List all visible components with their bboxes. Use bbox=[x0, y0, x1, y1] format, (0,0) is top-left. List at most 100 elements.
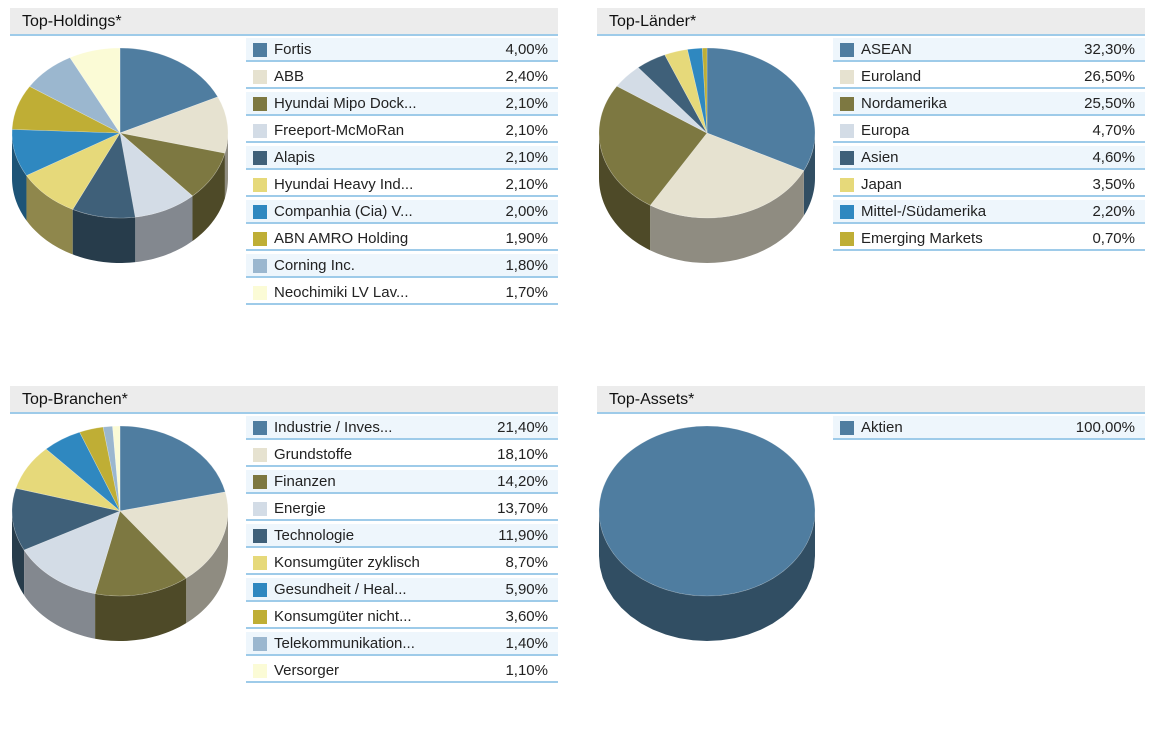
legend-swatch bbox=[253, 475, 267, 489]
legend-item: Corning Inc. 1,80% bbox=[246, 254, 558, 278]
legend-swatch bbox=[840, 151, 854, 165]
pie-slice bbox=[616, 67, 708, 134]
assets-panel: Top-Assets* Aktien 100,00% bbox=[597, 386, 1145, 716]
legend-swatch bbox=[840, 205, 854, 219]
legend-label: Emerging Markets bbox=[861, 230, 983, 247]
pie-slice bbox=[706, 47, 816, 171]
legend-swatch bbox=[840, 178, 854, 192]
legend-value: 2,10% bbox=[505, 122, 548, 139]
legend-value: 26,50% bbox=[1084, 68, 1135, 85]
legend-label: Nordamerika bbox=[861, 95, 947, 112]
legend-item: Telekommunikation... 1,40% bbox=[246, 632, 558, 656]
legend-swatch bbox=[253, 124, 267, 138]
holdings-pie bbox=[11, 47, 229, 263]
pie-slice-side bbox=[95, 578, 187, 641]
legend-item: Versorger 1,10% bbox=[246, 659, 558, 683]
pie-slice bbox=[26, 132, 121, 210]
pie-slice bbox=[118, 132, 226, 197]
legend-swatch bbox=[253, 610, 267, 624]
legend-value: 18,10% bbox=[497, 446, 548, 463]
pie-slice-side bbox=[135, 196, 193, 263]
legend-swatch bbox=[253, 637, 267, 651]
legend-item: ASEAN 32,30% bbox=[833, 38, 1145, 62]
legend-item: Euroland 26,50% bbox=[833, 65, 1145, 89]
legend-value: 3,60% bbox=[505, 608, 548, 625]
pie-slice bbox=[69, 47, 121, 134]
legend-label: ASEAN bbox=[861, 41, 912, 58]
legend-value: 0,70% bbox=[1092, 230, 1135, 247]
legend-swatch bbox=[253, 151, 267, 165]
legend-label: Companhia (Cia) V... bbox=[274, 203, 413, 220]
pie-slice bbox=[119, 132, 193, 218]
legend-item: Finanzen 14,20% bbox=[246, 470, 558, 494]
pie-slice bbox=[119, 47, 219, 134]
pie-slice bbox=[687, 47, 708, 134]
assets-header: Top-Assets* bbox=[597, 386, 1145, 414]
assets-legend: Aktien 100,00% bbox=[833, 416, 1145, 443]
legend-swatch bbox=[253, 205, 267, 219]
legend-label: Gesundheit / Heal... bbox=[274, 581, 407, 598]
legend-value: 1,10% bbox=[505, 662, 548, 679]
laender-panel: Top-Länder* ASEAN 32,30% Euroland 26,50% Nor… bbox=[597, 8, 1145, 338]
legend-label: Asien bbox=[861, 149, 899, 166]
pie-slice-side bbox=[72, 209, 136, 263]
legend-label: Hyundai Heavy Ind... bbox=[274, 176, 414, 193]
legend-swatch bbox=[253, 502, 267, 516]
legend-label: Technologie bbox=[274, 527, 355, 544]
legend-label: Industrie / Inves... bbox=[274, 419, 393, 436]
legend-label: Alapis bbox=[274, 149, 315, 166]
legend-item: ABB 2,40% bbox=[246, 65, 558, 89]
legend-item: Technologie 11,90% bbox=[246, 524, 558, 548]
laender-pie bbox=[598, 47, 816, 263]
legend-label: Japan bbox=[861, 176, 902, 193]
legend-item: Industrie / Inves... 21,40% bbox=[246, 416, 558, 440]
legend-swatch bbox=[253, 583, 267, 597]
legend-value: 1,90% bbox=[505, 230, 548, 247]
legend-value: 1,70% bbox=[505, 284, 548, 301]
legend-value: 100,00% bbox=[1075, 419, 1135, 436]
legend-item: Nordamerika 25,50% bbox=[833, 92, 1145, 116]
legend-swatch bbox=[253, 232, 267, 246]
legend-swatch bbox=[253, 43, 267, 57]
pie-slice-side bbox=[599, 511, 815, 641]
legend-value: 4,60% bbox=[1092, 149, 1135, 166]
legend-item: Aktien 100,00% bbox=[833, 416, 1145, 440]
branchen-header: Top-Branchen* bbox=[10, 386, 558, 414]
pie-slice bbox=[598, 85, 708, 206]
pie-slice bbox=[664, 49, 708, 134]
branchen-panel: Top-Branchen* Industrie / Inves... 21,40%… bbox=[10, 386, 558, 716]
legend-item: Energie 13,70% bbox=[246, 497, 558, 521]
legend-label: Aktien bbox=[861, 419, 903, 436]
legend-swatch bbox=[253, 286, 267, 300]
legend-swatch bbox=[840, 421, 854, 435]
pie-slice bbox=[11, 487, 122, 551]
legend-swatch bbox=[253, 259, 267, 273]
legend-swatch bbox=[253, 556, 267, 570]
legend-label: Finanzen bbox=[274, 473, 336, 490]
pie-slice bbox=[23, 510, 121, 595]
pie-slice bbox=[102, 425, 121, 512]
pie-slice-side bbox=[24, 550, 96, 639]
holdings-panel: Top-Holdings* Fortis 4,00% ABB 2,40% Hyundai… bbox=[10, 8, 558, 338]
laender-title: Top-Länder* bbox=[609, 13, 697, 30]
legend-item: Mittel-/Südamerika 2,20% bbox=[833, 200, 1145, 224]
holdings-title: Top-Holdings* bbox=[22, 13, 122, 30]
pie-slice bbox=[119, 425, 226, 512]
pie-slice-side bbox=[12, 511, 25, 596]
legend-value: 2,20% bbox=[1092, 203, 1135, 220]
branchen-legend: Industrie / Inves... 21,40% Grundstoffe 18,… bbox=[246, 416, 558, 686]
pie-slice bbox=[598, 425, 816, 597]
legend-swatch bbox=[840, 232, 854, 246]
legend-item: Europa 4,70% bbox=[833, 119, 1145, 143]
legend-value: 4,70% bbox=[1092, 122, 1135, 139]
pie-slice bbox=[11, 129, 121, 176]
legend-label: Grundstoffe bbox=[274, 446, 353, 463]
legend-value: 2,10% bbox=[505, 149, 548, 166]
legend-label: Konsumgüter zyklisch bbox=[274, 554, 420, 571]
legend-swatch bbox=[253, 529, 267, 543]
legend-label: Neochimiki LV Lav... bbox=[274, 284, 409, 301]
legend-item: Companhia (Cia) V... 2,00% bbox=[246, 200, 558, 224]
legend-label: ABB bbox=[274, 68, 305, 85]
pie-slice-side bbox=[26, 175, 73, 255]
pie-slice-side bbox=[599, 133, 651, 251]
